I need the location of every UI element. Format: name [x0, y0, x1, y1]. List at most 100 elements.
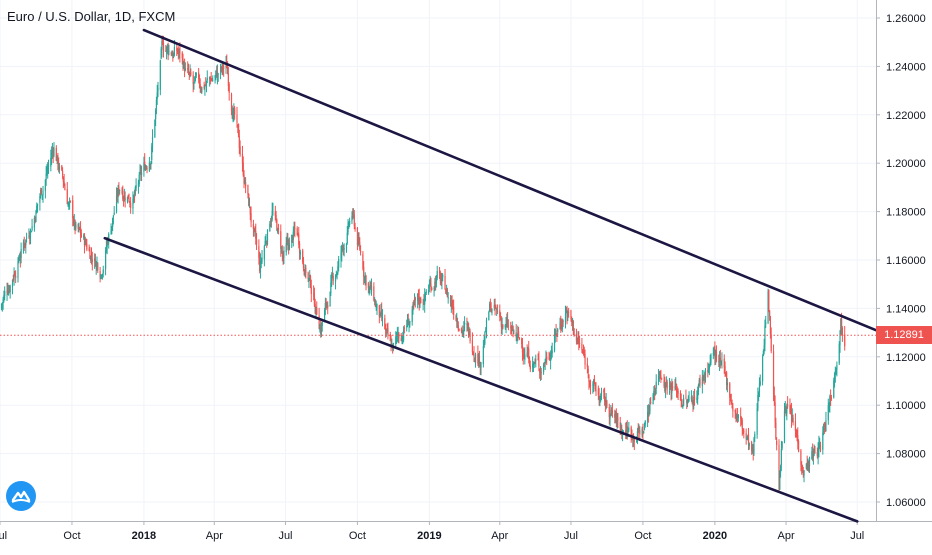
- candle-body: [761, 356, 764, 382]
- candle-body: [528, 348, 530, 360]
- candle-body: [57, 154, 59, 165]
- candle-body: [692, 402, 694, 407]
- candle-body: [18, 259, 21, 261]
- candle-body: [582, 349, 584, 354]
- candle-body: [425, 291, 427, 293]
- candle-body: [198, 72, 200, 80]
- candle-body: [797, 434, 799, 443]
- candle-body: [654, 390, 656, 394]
- candle-body: [682, 398, 685, 406]
- candle-body: [828, 404, 830, 407]
- candle-body: [633, 438, 635, 442]
- candle-body: [672, 386, 674, 388]
- candle-body: [428, 290, 430, 294]
- candle-body: [91, 258, 93, 263]
- candle-body: [670, 385, 672, 394]
- candle-body: [643, 431, 645, 434]
- candle-body: [595, 390, 597, 392]
- candle-body: [686, 401, 689, 405]
- candle-body: [72, 200, 74, 219]
- candle-body: [63, 181, 65, 186]
- candle-body: [589, 382, 591, 386]
- candle-body: [571, 320, 574, 324]
- candle-body: [699, 378, 701, 385]
- candle-body: [313, 293, 315, 295]
- candle-body: [190, 72, 192, 75]
- candle-body: [53, 147, 55, 156]
- chart-title: Euro / U.S. Dollar, 1D, FXCM: [7, 9, 176, 24]
- candle-body: [840, 318, 842, 331]
- candle-body: [638, 428, 640, 430]
- candle-body: [112, 215, 115, 218]
- candle-body: [444, 275, 446, 290]
- candle-body: [352, 213, 355, 215]
- candle-body: [85, 242, 87, 244]
- candle-body: [406, 319, 409, 327]
- candle-body: [649, 401, 651, 412]
- candle-body: [102, 269, 104, 274]
- candle-body: [698, 380, 700, 385]
- candle-body: [428, 286, 430, 289]
- candle-body: [194, 76, 197, 79]
- candle-body: [429, 282, 431, 286]
- candle-body: [830, 398, 833, 399]
- candle-body: [697, 392, 699, 400]
- candle-body: [397, 334, 399, 336]
- candle-body: [661, 378, 663, 380]
- candle-body: [450, 301, 452, 305]
- candle-body: [693, 396, 696, 400]
- candle-body: [36, 203, 39, 207]
- candle-body: [505, 323, 507, 325]
- candle-body: [310, 287, 312, 294]
- candle-body: [676, 390, 678, 392]
- candle-body: [139, 170, 141, 174]
- candle-body: [89, 250, 91, 259]
- candle-body: [600, 391, 603, 396]
- candle-body: [90, 255, 93, 258]
- candle-body: [368, 287, 370, 290]
- candle-body: [356, 227, 359, 246]
- candle-body: [146, 168, 148, 170]
- x-tick-label: Oct: [634, 530, 651, 542]
- candle-body: [309, 275, 312, 287]
- candle-body: [589, 385, 592, 387]
- candle-body: [604, 399, 606, 406]
- candle-body: [550, 352, 553, 354]
- candle-body: [527, 350, 529, 358]
- candle-body: [373, 286, 375, 301]
- candle-body: [688, 399, 690, 401]
- candle-body: [478, 355, 481, 364]
- candle-body: [517, 331, 520, 337]
- candle-body: [110, 229, 112, 235]
- candle-body: [94, 258, 97, 267]
- candle-body: [630, 427, 632, 436]
- x-tick-label: Jul: [0, 530, 7, 542]
- candle-body: [784, 405, 786, 410]
- candle-body: [341, 246, 343, 254]
- candle-body: [35, 211, 37, 223]
- candle-body: [205, 84, 207, 86]
- candle-body: [345, 243, 348, 250]
- candle-body: [101, 274, 104, 277]
- candle-body: [294, 227, 296, 229]
- candle-body: [593, 380, 595, 386]
- candle-body: [710, 354, 712, 363]
- candle-body: [228, 84, 230, 93]
- candle-body: [764, 325, 766, 345]
- candle-body: [288, 241, 290, 250]
- candle-body: [8, 288, 10, 292]
- candle-body: [384, 318, 386, 330]
- candle-body: [559, 323, 561, 330]
- candles-group: [0, 35, 846, 493]
- candle-body: [620, 427, 622, 430]
- candle-body: [617, 417, 619, 421]
- candle-body: [134, 187, 136, 195]
- candle-body: [665, 383, 667, 391]
- candle-body: [129, 201, 131, 204]
- candle-body: [244, 180, 246, 184]
- candle-body: [236, 114, 238, 123]
- candle-body: [819, 444, 821, 446]
- candle-body: [36, 205, 38, 213]
- candle-body: [112, 217, 114, 227]
